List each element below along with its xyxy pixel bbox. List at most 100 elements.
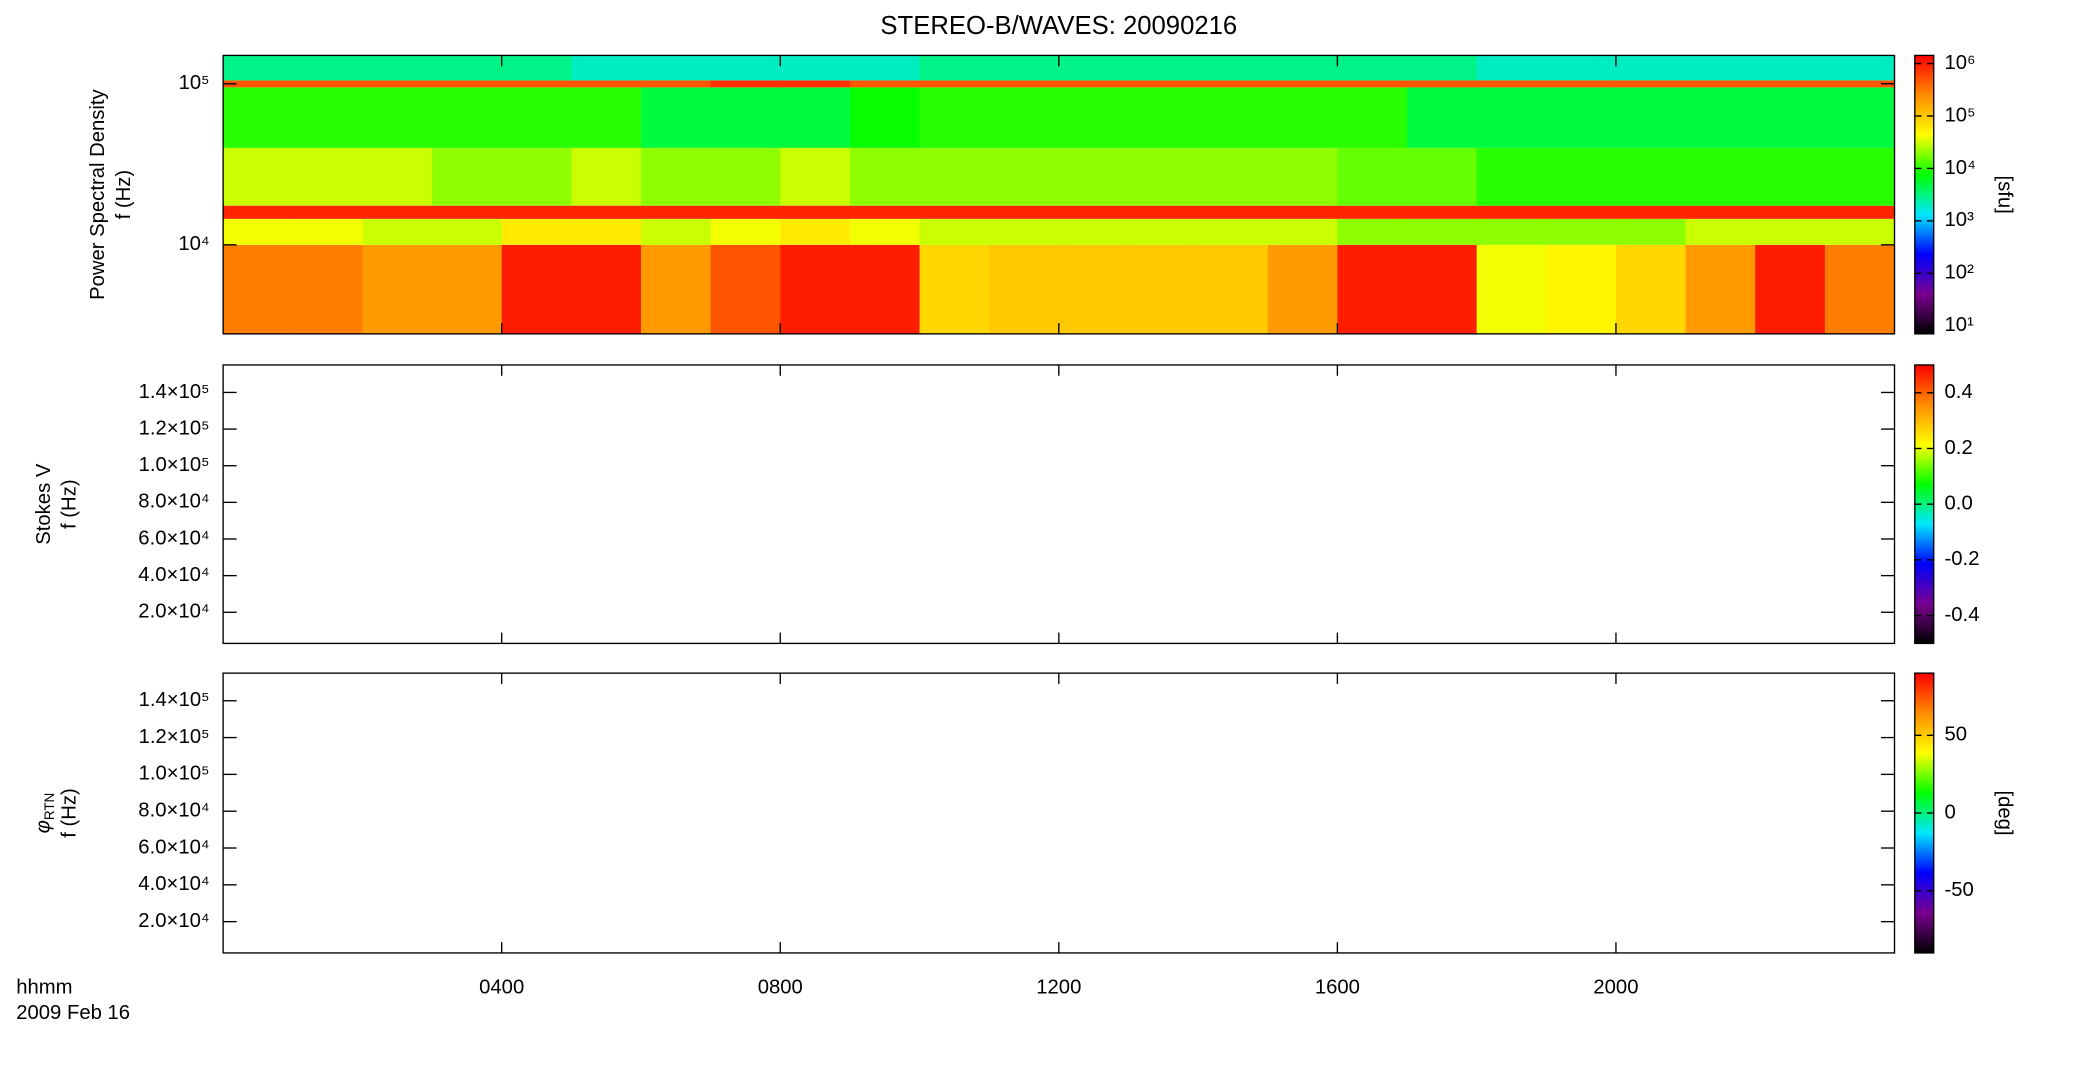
heatmap-cell: [710, 205, 781, 219]
heatmap-cell: [223, 55, 294, 81]
heatmap-cell: [1128, 205, 1199, 219]
heatmap-cell: [989, 87, 1060, 148]
x-tick-label: 0400: [479, 976, 524, 998]
heatmap-cell: [1198, 55, 1269, 81]
heatmap-cell: [223, 218, 294, 245]
heatmap-cell: [1128, 147, 1199, 206]
y-label-subscript: RTN: [42, 793, 57, 821]
heatmap-cell: [362, 87, 433, 148]
heatmap-cell: [571, 80, 642, 88]
heatmap-cell: [849, 87, 921, 148]
heatmap-cell: [1476, 205, 1547, 219]
heatmap-cell: [640, 80, 712, 88]
heatmap-cell: [919, 147, 990, 206]
colorbar-tick-label: 0.4: [1945, 381, 1973, 403]
heatmap-cell: [1267, 55, 1338, 81]
heatmap-cell: [989, 244, 1060, 334]
heatmap-cell: [571, 244, 642, 334]
colorbar-tick-label: 10⁶: [1945, 52, 1976, 74]
heatmap-cell: [1476, 218, 1547, 245]
heatmap-cell: [1198, 205, 1269, 219]
heatmap-cell: [1058, 55, 1130, 81]
heatmap-cell: [1824, 205, 1896, 219]
heatmap-cell: [640, 147, 712, 206]
heatmap-cell: [1615, 87, 1687, 148]
heatmap-cell: [1755, 218, 1826, 245]
heatmap-cell: [292, 147, 363, 206]
heatmap-cell: [1198, 147, 1269, 206]
heatmap-cell: [849, 218, 921, 245]
heatmap-cell: [571, 205, 642, 219]
heatmap-cell: [1546, 218, 1617, 245]
heatmap-cell: [1267, 87, 1338, 148]
heatmap-cell: [640, 218, 712, 245]
heatmap-cell: [432, 244, 503, 334]
colorbar-tick-label: -50: [1945, 879, 1974, 901]
y-tick-label: 8.0×10⁴: [138, 491, 209, 513]
heatmap-cell: [849, 147, 921, 206]
y-tick-label: 1.4×10⁵: [139, 381, 210, 403]
heatmap-cell: [501, 55, 572, 81]
y-tick-label: 8.0×10⁴: [138, 800, 209, 822]
y-tick-label: 1.0×10⁵: [139, 763, 210, 785]
heatmap-cell: [1058, 87, 1130, 148]
heatmap-cell: [1824, 218, 1896, 245]
heatmap-cell: [501, 147, 572, 206]
heatmap-cell: [989, 55, 1060, 81]
heatmap-cell: [1685, 244, 1756, 334]
heatmap-cell: [1337, 218, 1408, 245]
heatmap-cell: [1198, 218, 1269, 245]
heatmap-cell: [1824, 147, 1896, 206]
x-axis-date: 2009 Feb 16: [16, 1002, 130, 1024]
heatmap-cell: [849, 80, 921, 88]
y-axis-label: φRTN: [33, 793, 57, 834]
heatmap-cell: [571, 147, 642, 206]
heatmap-cell: [1476, 55, 1547, 81]
heatmap-cell: [362, 244, 433, 334]
heatmap-cell: [710, 80, 781, 88]
heatmap-cell: [1407, 218, 1478, 245]
heatmap-cell: [223, 87, 294, 148]
y-tick-label: 4.0×10⁴: [138, 564, 209, 586]
heatmap-cell: [1685, 205, 1756, 219]
heatmap-cell: [1337, 205, 1408, 219]
heatmap-cell: [1824, 80, 1896, 88]
x-tick-label: 0800: [758, 976, 803, 998]
heatmap-cell: [432, 205, 503, 219]
heatmap-cell: [362, 147, 433, 206]
heatmap-cell: [1615, 218, 1687, 245]
heatmap-cell: [1546, 244, 1617, 334]
heatmap-cell: [1407, 205, 1478, 219]
heatmap-cell: [1337, 80, 1408, 88]
colorbar-tick-label: 50: [1945, 724, 1968, 746]
heatmap-cell: [432, 218, 503, 245]
heatmap-cell: [919, 205, 990, 219]
heatmap-cell: [1476, 244, 1547, 334]
heatmap-cell: [1267, 80, 1338, 88]
heatmap-cell: [989, 218, 1060, 245]
heatmap-cell: [1685, 80, 1756, 88]
heatmap-cell: [571, 87, 642, 148]
heatmap-cell: [223, 205, 294, 219]
heatmap-cell: [989, 205, 1060, 219]
heatmap-cell: [849, 244, 921, 334]
y-axis-label: f (Hz): [59, 479, 81, 529]
plot-frame: [222, 364, 1896, 645]
heatmap-cell: [432, 80, 503, 88]
heatmap-cell: [1337, 87, 1408, 148]
heatmap-cell: [292, 205, 363, 219]
heatmap-cell: [710, 87, 781, 148]
heatmap-cell: [1824, 55, 1896, 81]
heatmap-cell: [571, 55, 642, 81]
heatmap-cell: [1615, 55, 1687, 81]
heatmap-cell: [1128, 80, 1199, 88]
colorbar-tick-label: 0: [1945, 801, 1956, 823]
heatmap: [223, 55, 1896, 334]
y-tick-label: 2.0×10⁴: [138, 601, 209, 623]
heatmap-cell: [1824, 87, 1896, 148]
heatmap-cell: [362, 218, 433, 245]
heatmap-cell: [1824, 244, 1896, 334]
heatmap-cell: [919, 244, 990, 334]
colorbar-tick-label: 10¹: [1945, 314, 1975, 336]
plot-frame: [222, 672, 1896, 954]
